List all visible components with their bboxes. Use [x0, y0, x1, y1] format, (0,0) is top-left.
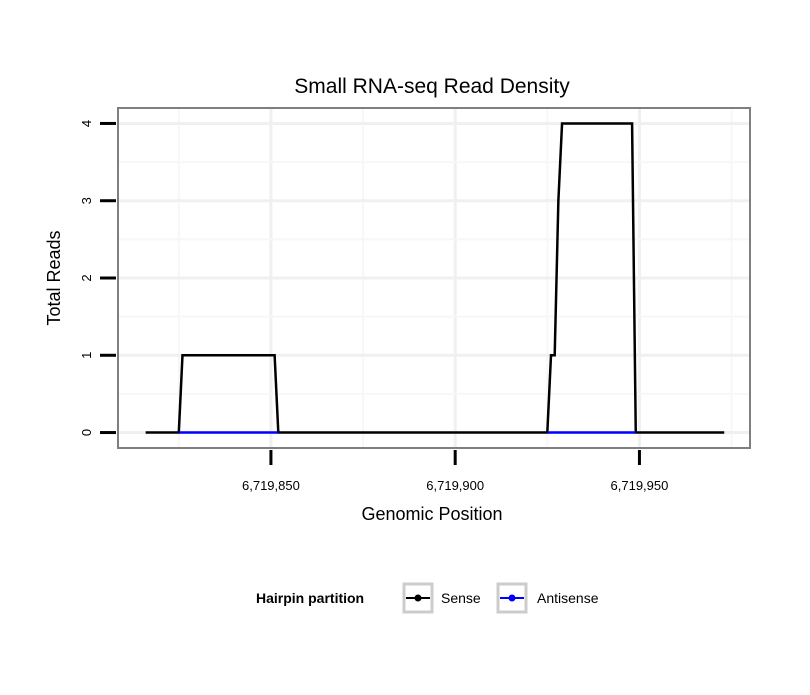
chart-title: Small RNA-seq Read Density: [294, 75, 570, 98]
legend-item-sense[interactable]: Sense: [402, 582, 481, 614]
x-tick-label: 6,719,850: [242, 478, 300, 493]
x-tick-label: 6,719,900: [426, 478, 484, 493]
y-tick-label: 3: [79, 197, 94, 204]
y-tick-label: 1: [79, 352, 94, 359]
y-tick-label: 4: [79, 120, 94, 127]
legend-label-antisense: Antisense: [537, 590, 599, 606]
series-layer: [145, 122, 725, 434]
sense-marker-icon: [414, 594, 422, 602]
antisense-marker-icon: [508, 594, 516, 602]
legend: Hairpin partition Sense Antisense: [256, 582, 599, 614]
axes: 6,719,850 6,719,900 6,719,950 0 1 2 3 4: [79, 120, 668, 493]
y-tick-label: 2: [79, 274, 94, 281]
x-axis-label: Genomic Position: [361, 504, 502, 524]
x-tick-label: 6,719,950: [611, 478, 669, 493]
y-axis-label: Total Reads: [44, 230, 64, 325]
plot-border: [117, 107, 751, 449]
y-tick-label: 0: [79, 429, 94, 436]
legend-label-sense: Sense: [441, 590, 481, 606]
legend-item-antisense[interactable]: Antisense: [496, 582, 599, 614]
legend-title: Hairpin partition: [256, 590, 364, 606]
series-line-sense: [145, 122, 725, 434]
